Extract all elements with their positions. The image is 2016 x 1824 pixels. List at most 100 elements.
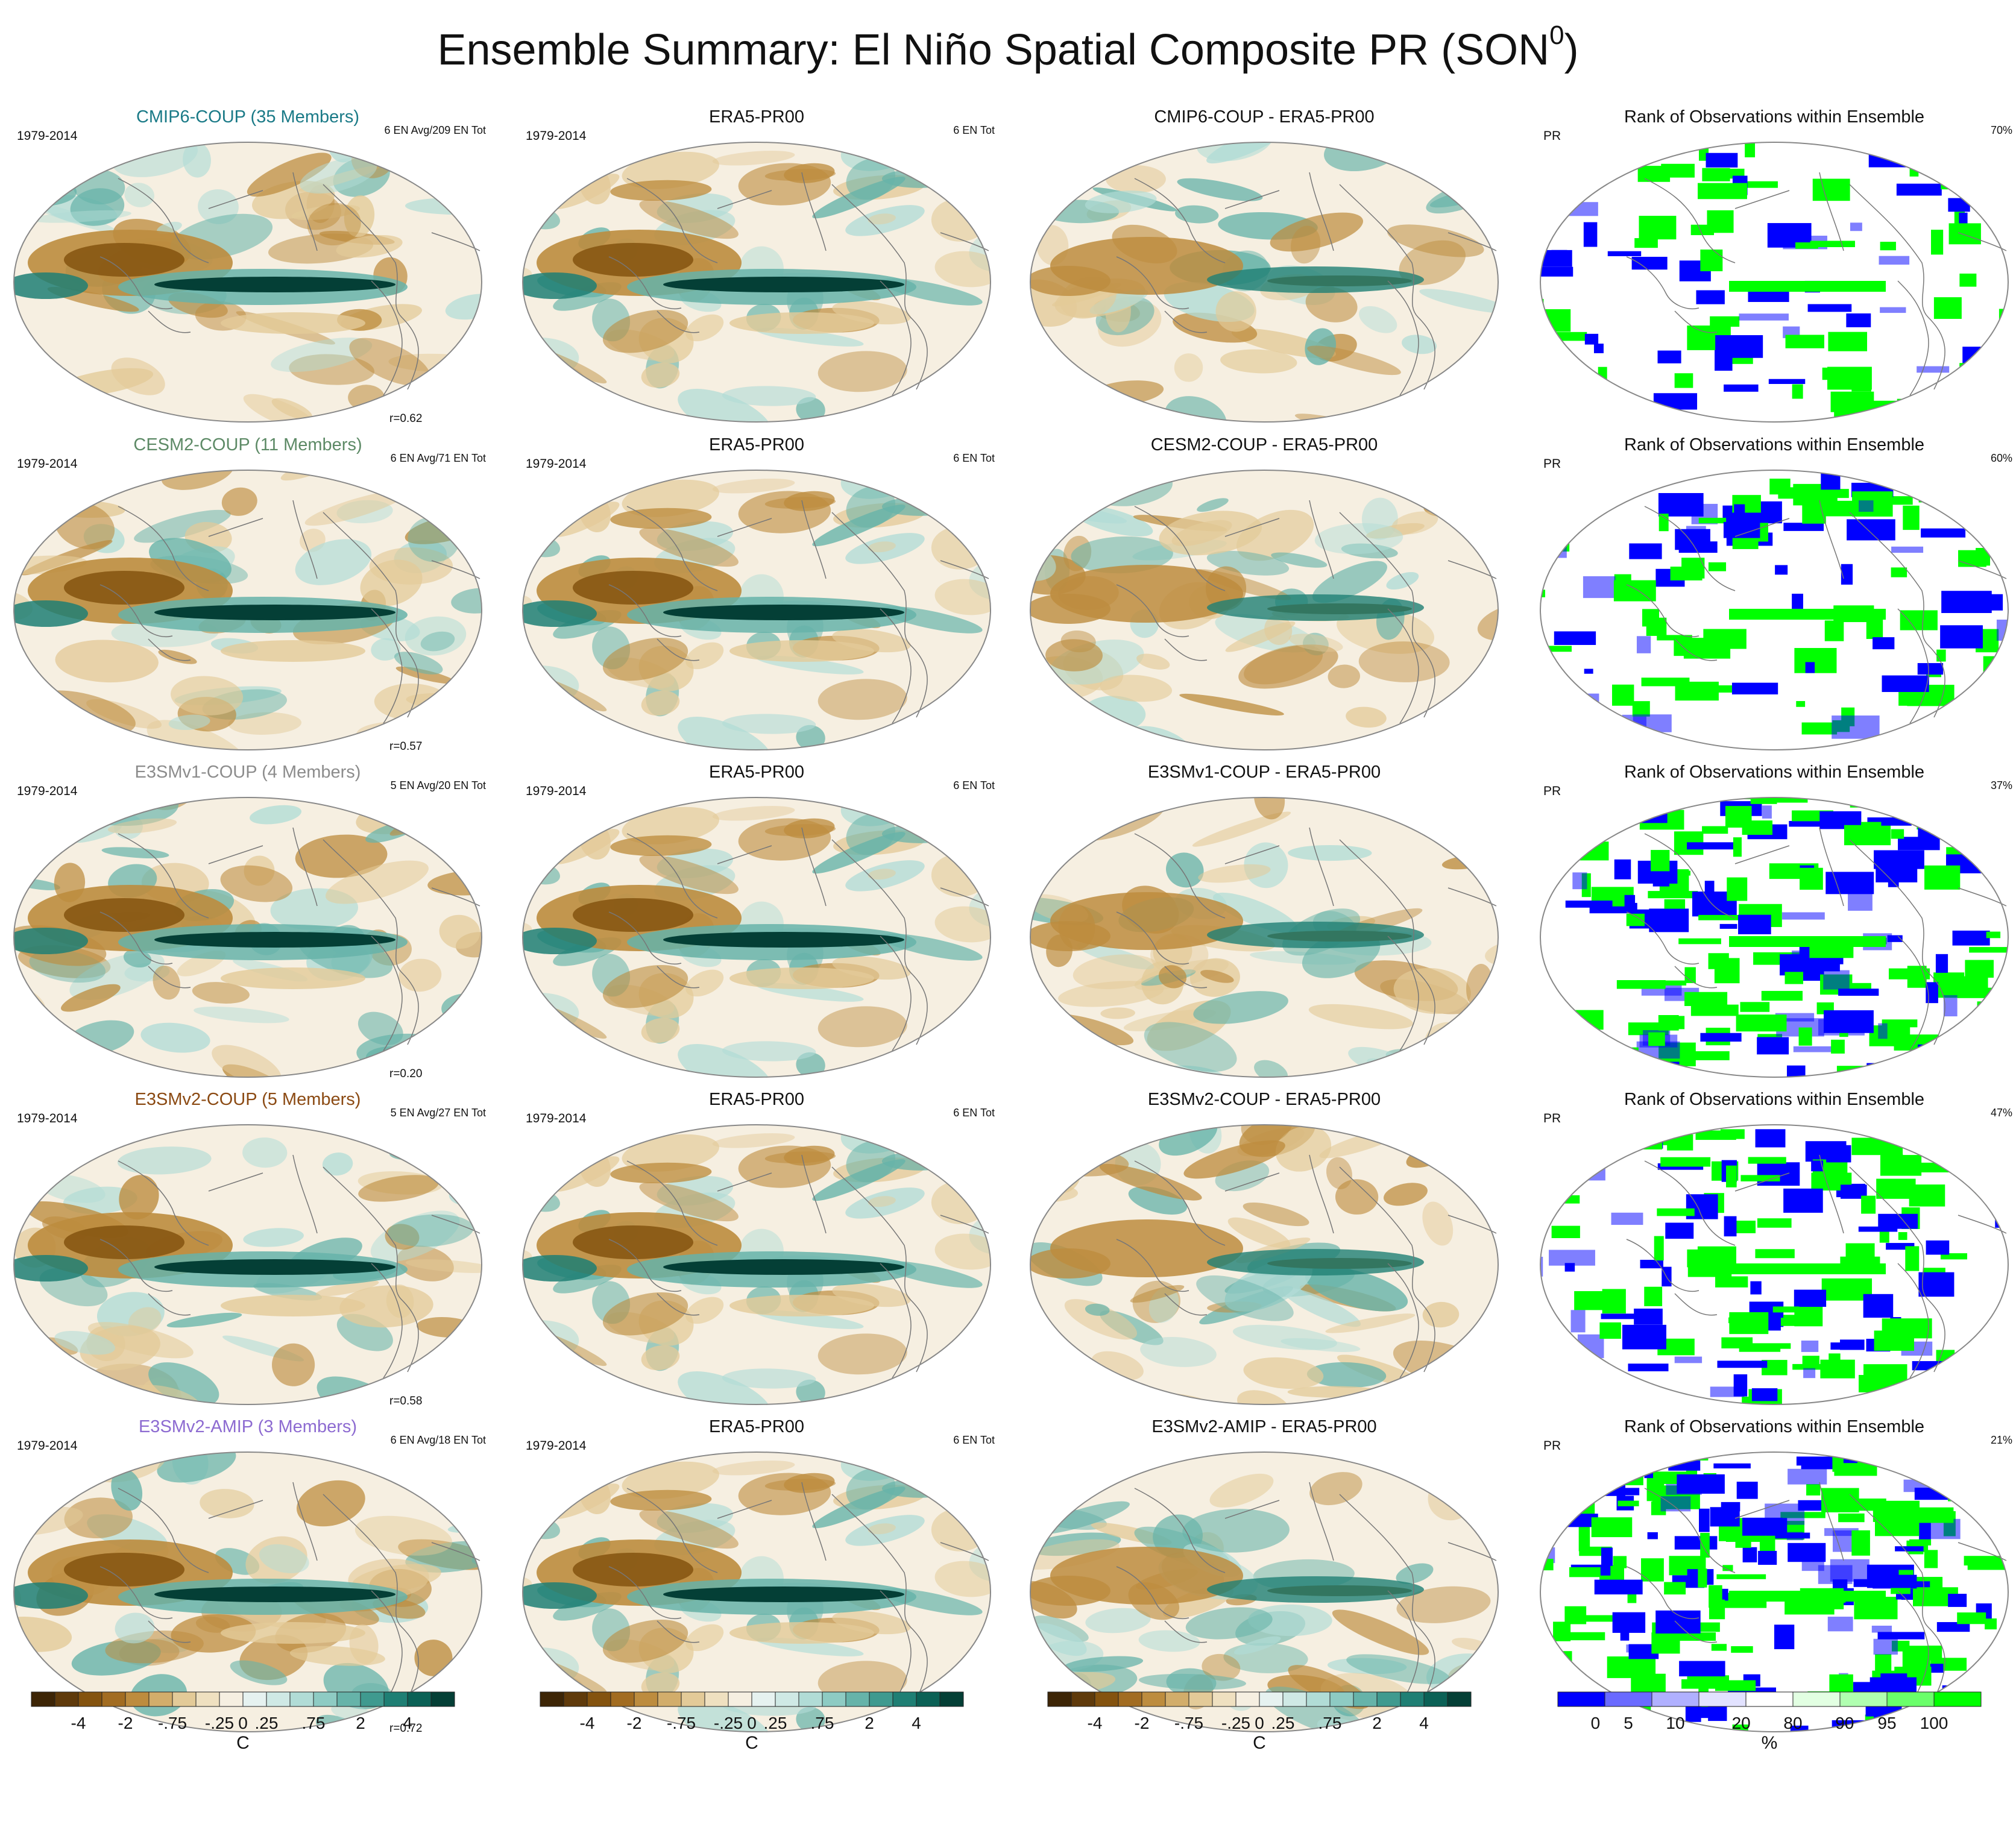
- rank-panel-title: Rank of Observations within Ensemble: [1624, 763, 1925, 782]
- variable-label: PR: [1543, 129, 1561, 143]
- period-label: 1979-2014: [17, 784, 78, 798]
- colorbar-tick-label: .75: [301, 1714, 326, 1732]
- panel-title: CMIP6-COUP (35 Members): [136, 107, 360, 127]
- colorbar-tick-label: 2: [865, 1714, 874, 1732]
- colorbar-tick-label: -.25: [204, 1714, 235, 1732]
- map-outline: [1030, 1124, 1499, 1405]
- colorbar-tick-label: .25: [763, 1714, 787, 1732]
- map-outline: [13, 1124, 482, 1405]
- coastlines: [99, 827, 480, 1051]
- colorbar-swatch: [1329, 1691, 1354, 1707]
- colorbar-tick-label: -2: [626, 1714, 642, 1732]
- correlation-label: r=0.62: [389, 412, 423, 425]
- panel-title: E3SMv2-AMIP (3 Members): [138, 1417, 358, 1436]
- panel-model-1: CMIP6-COUP (35 Members) 1979-2014 6 EN Avg…: [10, 106, 486, 435]
- panel-obs-2: ERA5-PR00 1979-2014 6 EN Tot: [518, 434, 995, 763]
- colorbar-tick-label: 95: [1877, 1714, 1897, 1732]
- coastlines: [608, 500, 989, 724]
- map-outline: [1540, 470, 2009, 750]
- colorbar-swatch: [219, 1691, 244, 1707]
- colorbar-swatch: [1423, 1691, 1448, 1707]
- map-diff-3: [1030, 797, 1499, 1078]
- colorbar-swatch: [1698, 1691, 1747, 1707]
- wet-anomaly-region: [14, 1579, 408, 1615]
- colorbar-obs: -4 -2 -.75 -.25 0 .25 .75 2 4 C: [518, 1691, 995, 1763]
- colorbar-tick-label: -.75: [666, 1714, 696, 1732]
- colorbar-tick-label: -2: [1134, 1714, 1150, 1732]
- coastlines: [1116, 827, 1497, 1051]
- wet-anomaly-region: [14, 597, 408, 633]
- panel-model-3: E3SMv1-COUP (4 Members) 1979-2014 5 EN Avg…: [10, 761, 486, 1090]
- colorbar-swatch: [266, 1691, 291, 1707]
- map-diff-5: [1030, 1451, 1499, 1732]
- colorbar-swatch: [610, 1691, 635, 1707]
- period-label: 1979-2014: [526, 129, 587, 143]
- map-rank-5: [1540, 1451, 2009, 1732]
- colorbar-swatch: [31, 1691, 55, 1707]
- colorbar-rank-swatches: [1557, 1691, 1982, 1707]
- correlation-label: r=0.20: [389, 1068, 423, 1080]
- colorbar-model: -4 -2 -.75 -.25 0 .25 .75 2 4 C: [10, 1691, 486, 1763]
- dry-anomaly-region: [1030, 565, 1412, 624]
- event-count-label: 6 EN Tot: [953, 1107, 995, 1119]
- map-outline: [1540, 1451, 2009, 1732]
- coastlines: [608, 1154, 989, 1379]
- period-label: 1979-2014: [526, 1439, 587, 1453]
- event-count-label: 6 EN Tot: [953, 1434, 995, 1446]
- event-count-label: 5 EN Avg/20 EN Tot: [390, 779, 486, 791]
- colorbar-swatch: [681, 1691, 705, 1707]
- map-rank-3: [1540, 797, 2009, 1078]
- colorbar-swatch: [1886, 1691, 1935, 1707]
- event-count-label: 6 EN Tot: [953, 124, 995, 136]
- coastlines: [99, 500, 480, 724]
- map-obs-3: [522, 797, 991, 1078]
- colorbar-swatch: [1071, 1691, 1095, 1707]
- panel-model-2: CESM2-COUP (11 Members) 1979-2014 6 EN Avg…: [10, 434, 486, 763]
- event-count-label: 6 EN Tot: [953, 452, 995, 464]
- panel-title: ERA5-PR00: [709, 1090, 804, 1109]
- variable-label: PR: [1543, 1112, 1561, 1125]
- colorbar-swatch: [1400, 1691, 1425, 1707]
- map-outline: [1030, 1451, 1499, 1732]
- wet-anomaly-region: [1207, 594, 1424, 621]
- colorbar-swatch: [1376, 1691, 1401, 1707]
- colorbar-swatch: [1933, 1691, 1982, 1707]
- colorbar-rank: 0 5 10 20 80 90 95 100%: [1536, 1691, 2012, 1763]
- colorbar-swatch: [242, 1691, 267, 1707]
- panel-title: E3SMv1-COUP (4 Members): [134, 763, 361, 782]
- map-outline: [1540, 1124, 2009, 1405]
- colorbar-swatch: [1651, 1691, 1699, 1707]
- wet-anomaly-region: [1207, 266, 1424, 293]
- colorbar-tick-label: .75: [810, 1714, 834, 1732]
- panel-title: ERA5-PR00: [709, 435, 804, 454]
- panel-rank-1: Rank of Observations within Ensemble PR 70…: [1536, 106, 2012, 435]
- map-diff-4: [1030, 1124, 1499, 1405]
- colorbar-tick-label: 100: [1920, 1714, 1948, 1732]
- colorbar-tick-label: 0: [1590, 1714, 1601, 1732]
- colorbar-tick-label: .75: [1318, 1714, 1342, 1732]
- panel-title: CMIP6-COUP - ERA5-PR00: [1154, 107, 1375, 127]
- correlation-label: r=0.72: [389, 1722, 423, 1735]
- colorbar-swatch: [1047, 1691, 1072, 1707]
- coastlines: [1626, 1482, 2007, 1706]
- coastlines: [99, 1482, 480, 1706]
- wet-anomaly-region: [1207, 922, 1424, 948]
- colorbar-diff: -4 -2 -.75 -.25 0 .25 .75 2 4 C: [1026, 1691, 1502, 1763]
- colorbar-tick-label: -.25: [1221, 1714, 1251, 1732]
- map-outline: [522, 142, 991, 423]
- colorbar-swatch: [289, 1691, 314, 1707]
- colorbar-swatch: [704, 1691, 729, 1707]
- event-count-label: 5 EN Avg/27 EN Tot: [390, 1107, 486, 1119]
- coastlines: [1116, 1482, 1497, 1706]
- colorbar-tick-label: 0: [238, 1714, 248, 1732]
- map-obs-2: [522, 470, 991, 750]
- colorbar-swatch: [939, 1691, 964, 1707]
- map-obs-5: [522, 1451, 991, 1732]
- colorbar-unit: C: [745, 1733, 758, 1753]
- coastlines: [99, 1154, 480, 1379]
- colorbar-swatch: [1306, 1691, 1331, 1707]
- map-diff-1: [1030, 142, 1499, 423]
- coastlines: [1626, 827, 2007, 1051]
- wet-anomaly-region: [1207, 1249, 1424, 1275]
